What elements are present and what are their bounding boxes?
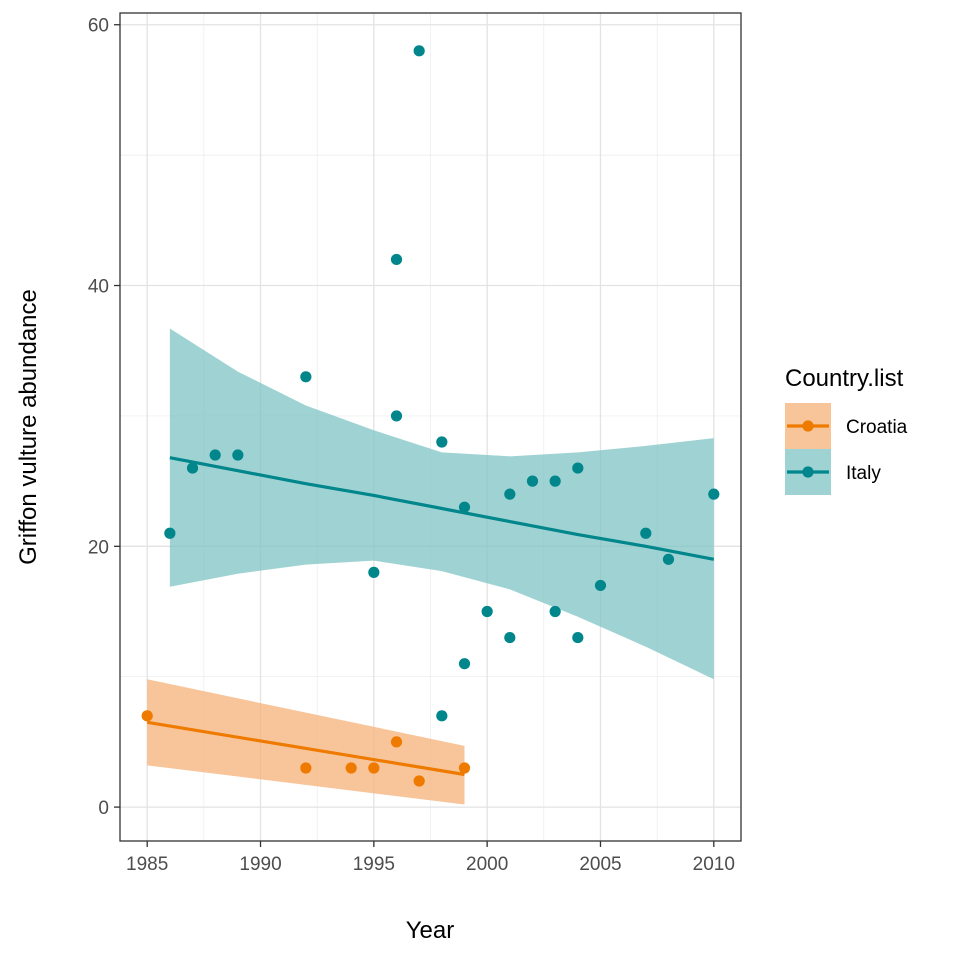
data-point-italy [164, 527, 176, 539]
data-point-italy [640, 527, 652, 539]
legend-title: Country.list [785, 365, 904, 392]
data-point-italy [390, 253, 403, 266]
trend-lines [146, 456, 715, 777]
y-axis: 0 20 40 60 [88, 16, 120, 819]
data-point-italy [390, 410, 403, 422]
x-tick-label: 2005 [579, 854, 621, 875]
legend: Country.list Croatia Italy [785, 365, 908, 495]
data-points [141, 45, 720, 787]
y-tick-label: 40 [88, 277, 109, 298]
x-axis: 1985 1990 1995 2000 2005 2010 [126, 841, 735, 875]
confidence-ribbons [147, 328, 714, 805]
y-tick-label: 0 [98, 798, 109, 819]
legend-label-italy: Italy [846, 463, 881, 484]
data-point-italy [549, 605, 561, 618]
data-point-italy [436, 436, 448, 448]
data-point-italy [572, 631, 584, 644]
data-point-italy [504, 631, 516, 644]
data-point-croatia [413, 775, 425, 787]
legend-point-italy [802, 466, 814, 478]
x-tick-label: 1995 [353, 854, 395, 875]
x-axis-title: Year [406, 917, 455, 944]
data-point-italy [549, 475, 561, 487]
x-tick-label: 1985 [126, 854, 168, 875]
data-point-italy [232, 449, 244, 461]
trend-line-italy [169, 456, 715, 561]
x-tick-label: 2000 [466, 854, 508, 875]
confidence-band-italy [169, 328, 714, 680]
x-tick-label: 2010 [693, 854, 735, 875]
data-point-croatia [300, 762, 312, 774]
data-point-italy [209, 449, 221, 461]
x-tick-label: 1990 [239, 854, 281, 875]
legend-point-croatia [802, 420, 814, 432]
legend-item-croatia: Croatia [785, 403, 908, 449]
data-point-italy [413, 45, 425, 57]
legend-item-italy: Italy [785, 449, 881, 495]
y-tick-label: 20 [88, 537, 109, 558]
data-point-italy [526, 475, 539, 487]
data-point-croatia [141, 710, 153, 722]
y-tick-label: 60 [88, 16, 109, 37]
data-point-italy [594, 579, 607, 592]
data-point-croatia [458, 762, 471, 774]
y-axis-title: Griffon vulture abundance [15, 289, 42, 565]
data-point-italy [186, 462, 199, 474]
confidence-band-croatia [147, 679, 465, 805]
plot-border [119, 12, 742, 842]
legend-label-croatia: Croatia [846, 417, 908, 438]
data-point-croatia [345, 762, 357, 774]
data-point-italy [458, 658, 471, 670]
data-point-italy [458, 501, 471, 513]
data-point-italy [504, 488, 516, 500]
data-point-italy [436, 710, 448, 722]
data-point-croatia [390, 736, 403, 748]
data-point-italy [708, 488, 720, 500]
data-point-croatia [368, 762, 380, 774]
data-point-italy [300, 371, 312, 383]
data-point-italy [368, 566, 380, 578]
data-point-italy [572, 462, 584, 474]
data-point-italy [662, 553, 675, 565]
data-point-italy [481, 605, 493, 618]
trend-line-croatia [146, 720, 465, 777]
